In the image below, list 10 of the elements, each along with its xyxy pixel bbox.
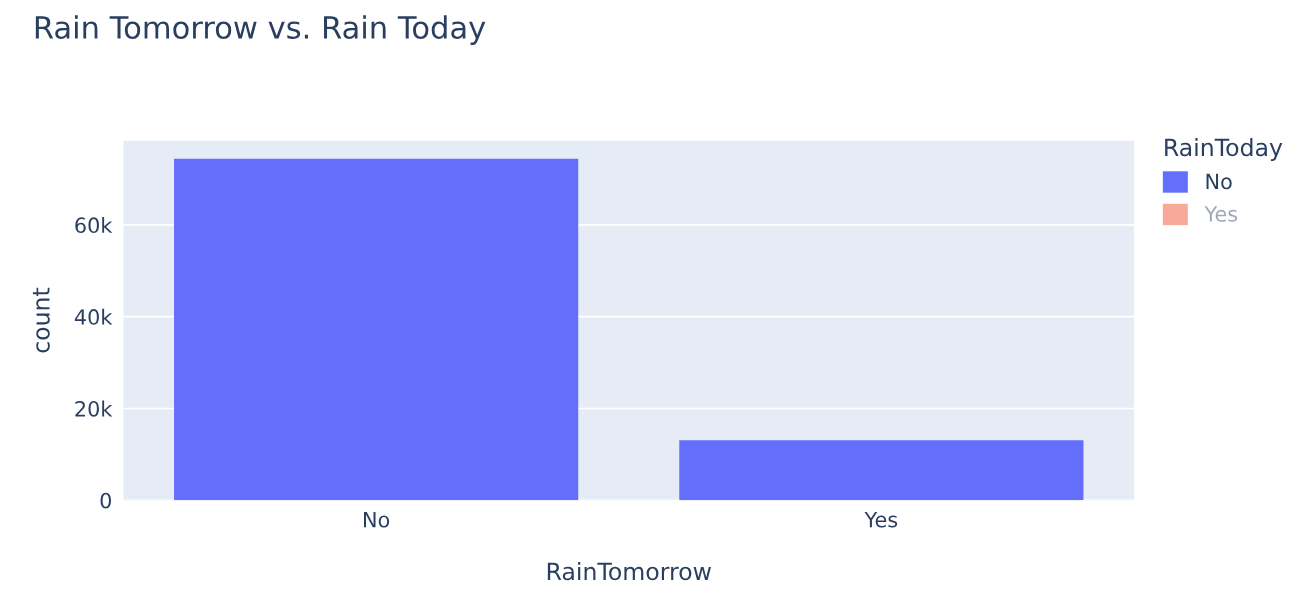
chart-title: Rain Tomorrow vs. Rain Today xyxy=(35,15,486,45)
legend-label: Yes xyxy=(1204,206,1238,222)
y-tick-label: 0 xyxy=(100,492,112,509)
y-tick-label: 40k xyxy=(74,308,113,325)
y-tick-label: 60k xyxy=(75,216,113,234)
y-tick-label: 20k xyxy=(75,400,113,417)
legend-title: RainToday xyxy=(1165,138,1283,161)
legend-label: No xyxy=(1206,173,1232,190)
x-axis-title: RainTomorrow xyxy=(547,562,711,581)
y-axis-title: count xyxy=(32,287,50,353)
